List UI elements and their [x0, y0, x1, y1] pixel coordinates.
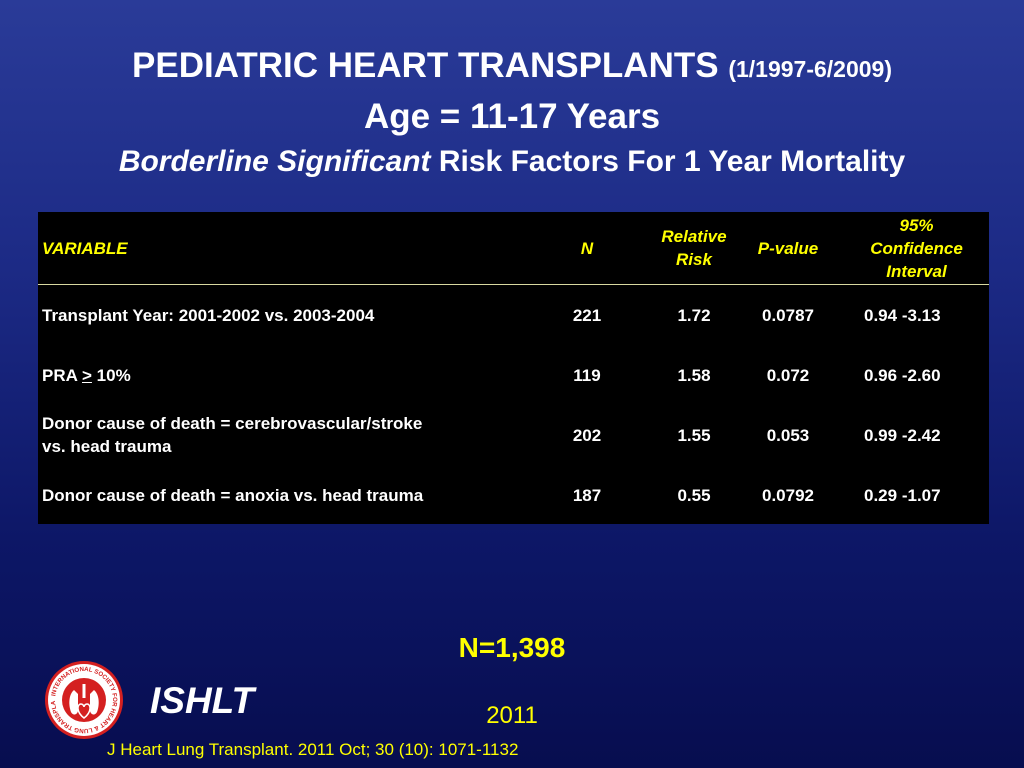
- row-pvalue: 0.0792: [762, 485, 814, 505]
- row-n: 221: [572, 305, 602, 325]
- ci-high: -3.13: [901, 305, 941, 325]
- ci-high: -2.42: [901, 425, 941, 445]
- row-pvalue: 0.072: [766, 365, 810, 385]
- row-confidence-interval: 0.94 -3.13: [844, 285, 989, 346]
- title-age: Age = 11-17 Years: [363, 97, 661, 136]
- ci-low: 0.94: [864, 305, 898, 325]
- row-relative-risk: 1.58: [677, 365, 711, 385]
- row-variable: Donor cause of death = cerebrovascular/s…: [38, 405, 518, 465]
- variable-line1: Donor cause of death = cerebrovascular/s…: [42, 414, 423, 433]
- title-subtitle: Borderline Significant Risk Factors For …: [0, 139, 1024, 185]
- org-name: ISHLT: [150, 680, 255, 721]
- header-rr-line2: Risk: [676, 250, 712, 269]
- citation: J Heart Lung Transplant. 2011 Oct; 30 (1…: [107, 740, 519, 759]
- row-variable: PRA > 10%: [38, 345, 518, 405]
- variable-suffix: 10%: [91, 365, 131, 385]
- header-rr-line1: Relative: [661, 227, 727, 246]
- row-relative-risk: 1.55: [677, 425, 711, 445]
- row-n: 119: [573, 365, 601, 385]
- table-row: Donor cause of death = anoxia vs. head t…: [38, 465, 989, 525]
- subtitle-emphasis: Borderline Significant: [118, 145, 431, 178]
- row-confidence-interval: 0.29 -1.07: [844, 465, 989, 525]
- header-ci-line3: Interval: [886, 261, 947, 281]
- header-confidence-interval: 95% Confidence Interval: [844, 212, 989, 285]
- title-main: PEDIATRIC HEART TRANSPLANTS: [132, 46, 719, 85]
- header-ci-line2: Confidence: [870, 238, 963, 258]
- header-n: N: [518, 212, 656, 285]
- header-variable: VARIABLE: [38, 212, 518, 285]
- variable-prefix: PRA: [42, 365, 82, 385]
- year-label: 2011: [486, 702, 538, 729]
- subtitle-rest: Risk Factors For 1 Year Mortality: [438, 145, 906, 178]
- greater-equal-symbol: >: [82, 365, 92, 385]
- table-row: Transplant Year: 2001-2002 vs. 2003-2004…: [38, 285, 989, 346]
- risk-factor-table: VARIABLE N Relative Risk P-value 95% Con…: [38, 212, 989, 524]
- row-confidence-interval: 0.99 -2.42: [844, 405, 989, 465]
- ci-high: -1.07: [901, 485, 941, 505]
- row-n: 202: [572, 425, 602, 445]
- row-relative-risk: 1.72: [677, 305, 711, 325]
- row-n: 187: [572, 485, 602, 505]
- table-row: Donor cause of death = cerebrovascular/s…: [38, 405, 989, 465]
- total-n: N=1,398: [458, 632, 566, 663]
- title-line-main: PEDIATRIC HEART TRANSPLANTS (1/1997-6/20…: [0, 40, 1024, 95]
- risk-table: VARIABLE N Relative Risk P-value 95% Con…: [38, 212, 989, 525]
- row-confidence-interval: 0.96 -2.60: [844, 345, 989, 405]
- ci-low: 0.29: [864, 485, 898, 505]
- ci-low: 0.99: [864, 425, 898, 445]
- header-relative-risk: Relative Risk: [656, 212, 732, 285]
- row-variable: Transplant Year: 2001-2002 vs. 2003-2004: [42, 305, 375, 325]
- ci-low: 0.96: [864, 365, 898, 385]
- title-dates: (1/1997-6/2009): [728, 56, 892, 82]
- heart-lung-logo-icon: INTERNATIONAL SOCIETY FOR HEART & LUNG T…: [42, 655, 123, 739]
- row-pvalue: 0.053: [766, 425, 810, 445]
- table-row: PRA > 10% 119 1.58 0.072 0.96 -2.60: [38, 345, 989, 405]
- header-pvalue: P-value: [732, 212, 844, 285]
- variable-line2: vs. head trauma: [42, 437, 172, 456]
- slide-title: PEDIATRIC HEART TRANSPLANTS (1/1997-6/20…: [0, 40, 1024, 185]
- row-pvalue: 0.0787: [762, 305, 814, 325]
- ci-high: -2.60: [901, 365, 941, 385]
- row-relative-risk: 0.55: [677, 485, 711, 505]
- ishlt-logo: INTERNATIONAL SOCIETY FOR HEART & LUNG T…: [42, 655, 124, 740]
- header-ci-line1: 95%: [899, 215, 934, 235]
- table-header-row: VARIABLE N Relative Risk P-value 95% Con…: [38, 212, 989, 285]
- row-variable: Donor cause of death = anoxia vs. head t…: [42, 485, 424, 505]
